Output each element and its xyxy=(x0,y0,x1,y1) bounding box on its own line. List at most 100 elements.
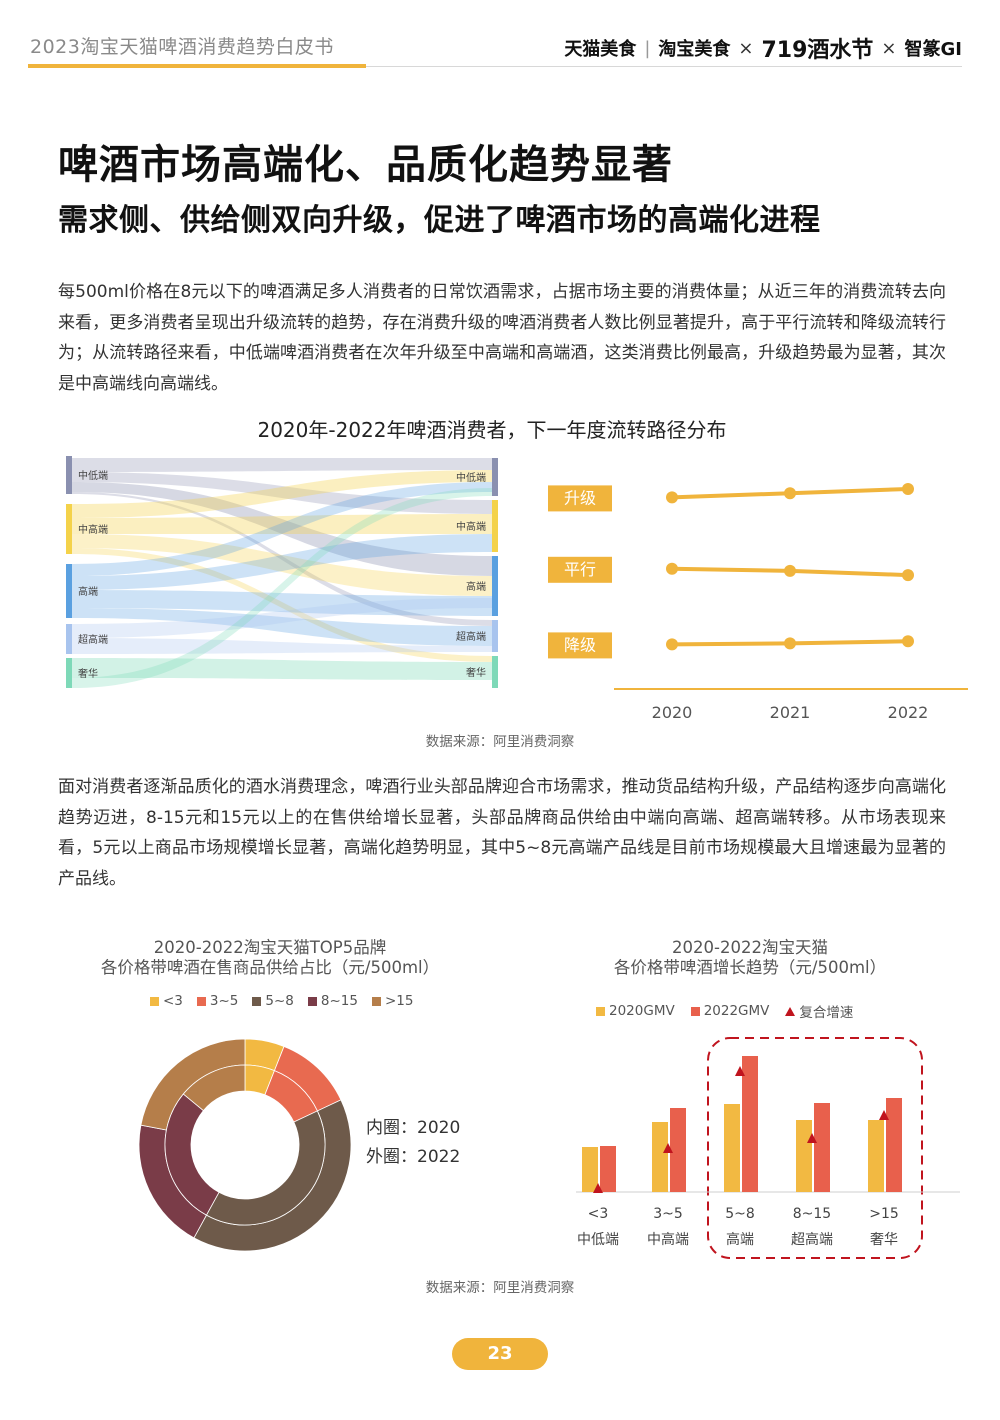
x-tick-label: >15 xyxy=(869,1206,899,1222)
legend-item: 复合增速 xyxy=(785,1001,853,1021)
legend-label: 复合增速 xyxy=(799,1005,854,1021)
sankey-label-left: 中高端 xyxy=(78,523,108,536)
legend-swatch xyxy=(690,1006,700,1016)
tier-label: 中低端 xyxy=(577,1232,619,1248)
legend-swatch xyxy=(372,996,381,1006)
x-tick-label: 3~5 xyxy=(653,1206,683,1222)
data-source-note: 数据来源：阿里消费洞察 xyxy=(425,734,575,750)
legend-item: 3~5 xyxy=(196,993,239,1009)
page-subtitle: 需求侧、供给侧双向升级，促进了啤酒市场的高端化进程 xyxy=(58,203,821,238)
sankey-node-right xyxy=(492,556,498,616)
sankey-flow xyxy=(72,638,492,654)
donut-legend: <3 3~5 5~8 8~15 >15 xyxy=(150,993,414,1009)
trend-point xyxy=(784,564,796,577)
legend-item: 2022GMV xyxy=(690,1001,770,1021)
sankey-flow xyxy=(72,472,492,514)
tier-label: 超高端 xyxy=(791,1231,833,1248)
sankey-label-right: 中高端 xyxy=(456,520,486,533)
inner-ring-label: 内圈：2020 xyxy=(366,1118,461,1138)
legend-swatch xyxy=(596,1006,605,1016)
sankey-label-right: 超高端 xyxy=(456,630,486,643)
bar-2022gmv xyxy=(600,1146,616,1192)
legend-item: <3 xyxy=(150,993,183,1009)
x-tick-label: 2021 xyxy=(770,703,811,722)
sankey-flow xyxy=(72,590,492,616)
tier-label: 高端 xyxy=(726,1231,754,1248)
sankey-label-left: 中低端 xyxy=(78,469,108,482)
intro-paragraph: 每500ml价格在8元以下的啤酒满足多人消费者的日常饮酒需求，占据市场主要的消费… xyxy=(58,282,946,394)
trend-point xyxy=(902,635,914,648)
sankey-label-left: 超高端 xyxy=(78,633,108,646)
bar-2022gmv xyxy=(814,1103,830,1192)
tier-label: 中高端 xyxy=(647,1231,689,1248)
bar-title-line: 各价格带啤酒增长趋势（元/500ml） xyxy=(613,958,887,977)
donut-title-line: 各价格带啤酒在售商品供给占比（元/500ml） xyxy=(100,958,440,977)
series-label-box xyxy=(548,485,612,512)
legend-swatch xyxy=(307,996,317,1006)
bar-legend: 2020GMV 2022GMV 复合增速 xyxy=(596,1001,853,1021)
sankey-flow xyxy=(72,470,492,518)
donut-slice-outer xyxy=(193,1099,352,1252)
sankey-flow xyxy=(72,534,492,596)
sankey-label-left: 高端 xyxy=(78,585,98,598)
sankey-node-right xyxy=(492,656,498,688)
growth-marker xyxy=(879,1110,889,1120)
growth-insight-logo: 智篆GI xyxy=(904,39,962,60)
festival-719-logo: 719酒水节 xyxy=(761,38,874,63)
legend-label: <3 xyxy=(163,993,183,1009)
series-label-box xyxy=(548,556,612,583)
growth-marker xyxy=(593,1183,603,1193)
bar-chart: <3 中低端 3~5 中高端 5~8 高端 8~15 超高端 >15 奢华 xyxy=(576,1037,960,1259)
sankey-node-left xyxy=(66,456,72,494)
legend-label: 8~15 xyxy=(320,993,358,1009)
sankey-flow xyxy=(72,482,492,576)
x-tick-label: <3 xyxy=(588,1206,609,1222)
bar-2022gmv xyxy=(886,1098,902,1192)
trend-point xyxy=(784,487,796,500)
sankey-flow xyxy=(72,598,492,638)
legend-label: 3~5 xyxy=(209,993,239,1009)
donut-title-line: 2020-2022淘宝天猫TOP5品牌 xyxy=(153,938,387,957)
growth-marker xyxy=(735,1066,745,1076)
legend-swatch xyxy=(252,996,262,1006)
header-divider xyxy=(366,66,962,67)
page-number: 23 xyxy=(452,1338,548,1370)
sankey-label-left: 奢华 xyxy=(78,667,98,680)
x-tick-label: 2020 xyxy=(652,703,693,722)
sankey-label-right: 中低端 xyxy=(456,471,486,484)
trend-point xyxy=(666,562,678,575)
supply-paragraph: 面对消费者逐渐品质化的酒水消费理念，啤酒行业头部品牌迎合市场需求，推动货品结构升… xyxy=(58,777,946,889)
bar-2022gmv xyxy=(670,1108,686,1192)
legend-item: >15 xyxy=(372,993,414,1009)
sankey-node-right xyxy=(492,500,498,552)
legend-label: >15 xyxy=(385,993,414,1009)
trend-point xyxy=(784,637,796,650)
series-label: 降级 xyxy=(564,635,596,654)
document-title: 2023淘宝天猫啤酒消费趋势白皮书 xyxy=(30,36,334,58)
sankey-flow xyxy=(72,514,492,534)
sankey-flow xyxy=(72,548,492,662)
bar-chart-title: 2020-2022淘宝天猫 各价格带啤酒增长趋势（元/500ml） xyxy=(560,938,940,978)
series-label: 平行 xyxy=(564,560,596,579)
series-label: 升级 xyxy=(564,488,596,507)
sankey-node-left xyxy=(66,624,72,654)
sankey-flow xyxy=(72,658,492,680)
legend-label: 2022GMV xyxy=(703,1003,770,1019)
bar-2020gmv xyxy=(796,1120,812,1192)
cross-icon: × xyxy=(881,37,897,59)
legend-item: 5~8 xyxy=(252,993,294,1009)
bar-2020gmv xyxy=(868,1120,884,1192)
sankey-flow xyxy=(72,458,492,472)
sankey-node-right xyxy=(492,620,498,652)
sankey-flow xyxy=(72,608,492,646)
x-tick-label: 2022 xyxy=(888,703,929,722)
tier-label: 奢华 xyxy=(870,1232,898,1248)
partner-logos: 天猫美食 | 淘宝美食 × 719酒水节 × 智篆GI xyxy=(564,32,962,64)
donut-slice-inner xyxy=(182,1064,246,1112)
sankey-flow xyxy=(72,488,492,688)
data-source-note: 数据来源：阿里消费洞察 xyxy=(425,1280,575,1296)
sankey-flow xyxy=(72,482,492,576)
trend-point xyxy=(666,491,678,504)
